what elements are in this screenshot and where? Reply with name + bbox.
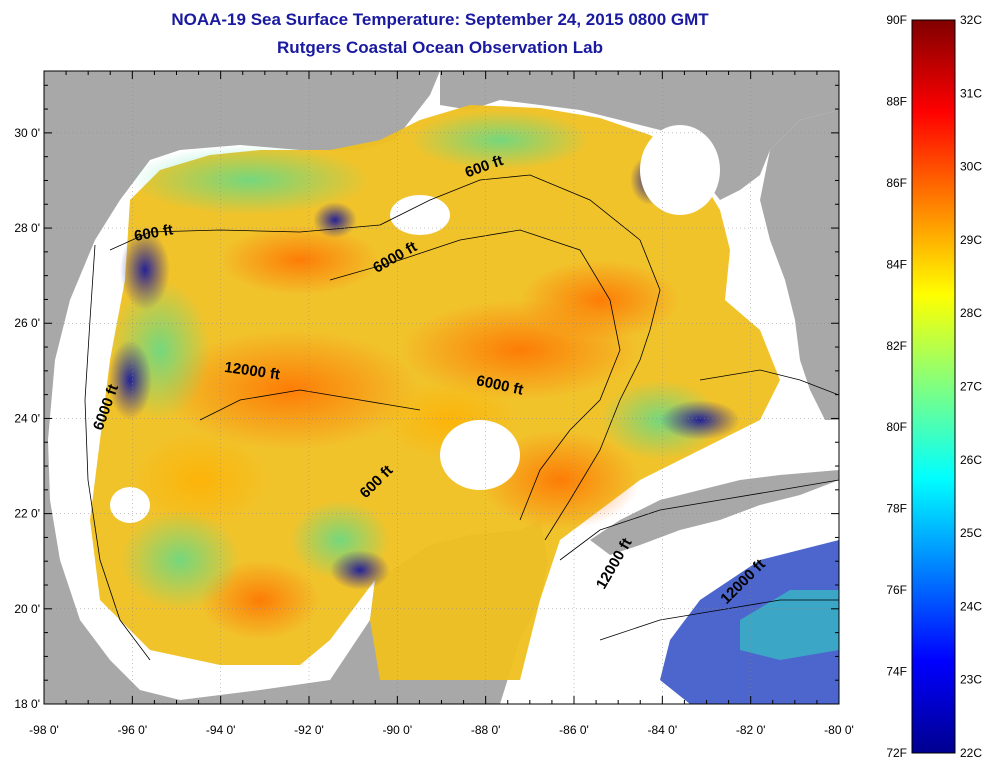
colorbar-f-label: 74F xyxy=(886,665,907,679)
colorbar-c-label: 30C xyxy=(960,160,982,174)
colorbar-c-label: 22C xyxy=(960,746,982,760)
colorbar-c-label: 32C xyxy=(960,13,982,27)
colorbar-f-label: 72F xyxy=(886,746,907,760)
land-cuba xyxy=(590,470,839,555)
colorbar-c-label: 31C xyxy=(960,86,982,100)
lon-tick-label: -98 0' xyxy=(29,723,59,737)
grid-lines xyxy=(44,71,839,704)
lat-tick-label: 26 0' xyxy=(14,316,40,330)
lat-tick-label: 22 0' xyxy=(14,507,40,521)
colorbar-c-label: 28C xyxy=(960,306,982,320)
colorbar-c-label: 23C xyxy=(960,673,982,687)
map-area xyxy=(44,71,839,704)
colorbar-c-label: 27C xyxy=(960,380,982,394)
lon-tick-label: -94 0' xyxy=(206,723,236,737)
colorbar-f-label: 80F xyxy=(886,420,907,434)
lon-tick-label: -96 0' xyxy=(118,723,148,737)
lon-tick-label: -82 0' xyxy=(736,723,766,737)
depth-contours xyxy=(84,174,839,661)
axis-ticks: -98 0' -96 0' -94 0' -92 0' -90 0' -88 0' -86 … xyxy=(14,71,854,737)
lon-tick-label: -84 0' xyxy=(648,723,678,737)
lon-tick-label: -88 0' xyxy=(471,723,501,737)
lat-tick-label: 30 0' xyxy=(14,126,40,140)
depth-label: 600 ft xyxy=(133,221,175,245)
lon-tick-label: -86 0' xyxy=(559,723,589,737)
lat-tick-label: 28 0' xyxy=(14,221,40,235)
lat-tick-label: 24 0' xyxy=(14,411,40,425)
colorbar-c-label: 25C xyxy=(960,526,982,540)
colorbar-f-label: 76F xyxy=(886,583,907,597)
lon-tick-label: -80 0' xyxy=(824,723,854,737)
colorbar-c-label: 24C xyxy=(960,599,982,613)
sst-swath-caribbean-warm xyxy=(740,590,839,660)
land-florida xyxy=(760,110,839,420)
colorbar-c-label: 26C xyxy=(960,453,982,467)
lon-tick-label: -90 0' xyxy=(383,723,413,737)
colorbar-f-label: 82F xyxy=(886,339,907,353)
colorbar-f-label: 78F xyxy=(886,502,907,516)
colorbar xyxy=(911,19,956,754)
lat-tick-label: 20 0' xyxy=(14,602,40,616)
colorbar-labels: 90F 88F 86F 84F 82F 80F 78F 76F 74F 72F 32C 31C 30C 2… xyxy=(886,13,982,760)
colorbar-f-label: 90F xyxy=(886,13,907,27)
colorbar-c-label: 29C xyxy=(960,233,982,247)
colorbar-f-label: 86F xyxy=(886,176,907,190)
land-north xyxy=(440,71,839,200)
map-title: NOAA-19 Sea Surface Temperature: Septemb… xyxy=(171,10,709,29)
lat-tick-label: 18 0' xyxy=(14,697,40,711)
lon-tick-label: -92 0' xyxy=(294,723,324,737)
cloud-holes xyxy=(110,125,720,523)
map-subtitle: Rutgers Coastal Ocean Observation Lab xyxy=(277,38,603,57)
colorbar-f-label: 88F xyxy=(886,94,907,108)
colorbar-f-label: 84F xyxy=(886,257,907,271)
